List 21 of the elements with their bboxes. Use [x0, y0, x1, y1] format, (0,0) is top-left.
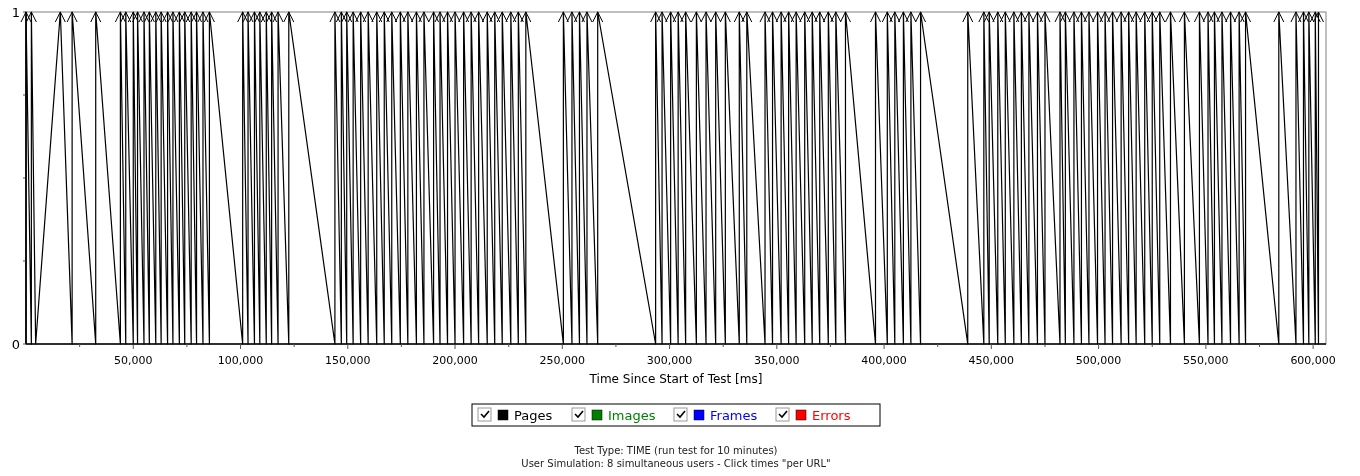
x-tick-label: 350,000 [754, 354, 800, 367]
x-tick-label: 500,000 [1075, 354, 1122, 367]
y-tick-label: 0 [11, 337, 20, 352]
x-tick-label: 450,000 [968, 354, 1015, 367]
x-tick-label: 300,000 [646, 354, 693, 367]
x-axis-title: Time Since Start of Test [ms] [588, 372, 763, 386]
x-tick-label: 150,000 [325, 354, 371, 367]
x-tick-label: 200,000 [432, 354, 478, 367]
x-tick-label: 550,000 [1183, 354, 1229, 367]
text: Test Type: TIME (run test for 10 minutes) [573, 445, 778, 456]
x-tick-label: 400,000 [861, 354, 907, 367]
legend-label: Errors [812, 408, 851, 423]
x-tick-label: 250,000 [539, 354, 586, 367]
x-tick-label: 50,000 [114, 354, 153, 367]
y-tick-label: 1 [11, 5, 20, 20]
legend-label: Frames [710, 408, 758, 423]
text: User Simulation: 8 simultaneous users - Click times "per URL" [521, 458, 831, 469]
x-tick-label: 100,000 [217, 354, 264, 367]
legend-label: Images [608, 408, 656, 423]
legend-label: Pages [514, 408, 553, 423]
x-tick-label: 600,000 [1290, 354, 1336, 367]
